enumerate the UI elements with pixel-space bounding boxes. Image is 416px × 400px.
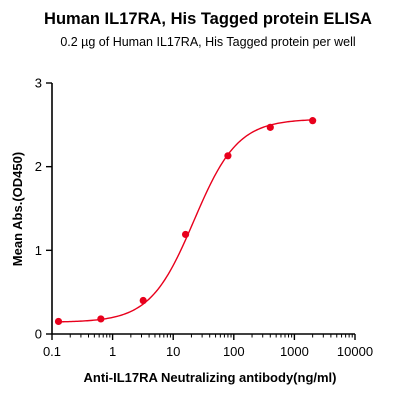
y-tick-label: 0 bbox=[35, 327, 42, 342]
x-tick-label: 1 bbox=[109, 344, 116, 359]
chart-title: Human IL17RA, His Tagged protein ELISA bbox=[44, 10, 372, 28]
y-tick-label: 1 bbox=[35, 243, 42, 258]
x-tick-label: 1000 bbox=[280, 344, 309, 359]
x-tick-label: 100 bbox=[223, 344, 245, 359]
x-ticks: 0.1 1 10 100 1000 10000 bbox=[43, 334, 373, 359]
x-tick-label: 10000 bbox=[337, 344, 373, 359]
chart-subtitle: 0.2 µg of Human IL17RA, His Tagged prote… bbox=[60, 35, 356, 49]
axes bbox=[51, 83, 355, 335]
fit-curve bbox=[58, 119, 313, 323]
data-point bbox=[224, 152, 232, 160]
data-points bbox=[54, 117, 317, 326]
x-tick-label: 0.1 bbox=[43, 344, 61, 359]
x-axis-label: Anti-IL17RA Neutralizing antibody(ng/ml) bbox=[83, 370, 336, 385]
y-ticks: 0 1 2 3 bbox=[35, 76, 52, 342]
data-point bbox=[266, 123, 274, 131]
y-tick-label: 2 bbox=[35, 159, 42, 174]
x-tick-label: 10 bbox=[166, 344, 180, 359]
data-point bbox=[309, 117, 317, 125]
data-point bbox=[54, 317, 63, 326]
data-point bbox=[139, 296, 147, 305]
y-axis-label: Mean Abs.(OD450) bbox=[10, 152, 25, 266]
data-point bbox=[97, 315, 105, 323]
y-tick-label: 3 bbox=[35, 76, 42, 91]
data-point bbox=[181, 230, 190, 239]
